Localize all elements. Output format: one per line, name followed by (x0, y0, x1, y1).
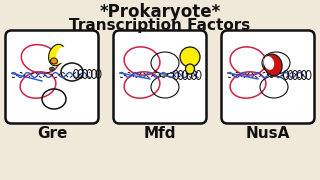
Ellipse shape (49, 44, 65, 66)
Ellipse shape (51, 58, 58, 64)
Ellipse shape (264, 56, 274, 70)
Ellipse shape (56, 47, 68, 63)
Ellipse shape (50, 67, 54, 71)
Ellipse shape (186, 64, 195, 74)
Text: *Prokaryote*: *Prokaryote* (100, 3, 220, 21)
Text: NusA: NusA (246, 126, 290, 141)
Ellipse shape (264, 54, 282, 76)
Text: Gre: Gre (37, 126, 67, 141)
FancyBboxPatch shape (114, 30, 206, 123)
FancyBboxPatch shape (221, 30, 315, 123)
Text: Mfd: Mfd (144, 126, 176, 141)
FancyBboxPatch shape (5, 30, 99, 123)
Circle shape (180, 47, 200, 67)
Text: Transcription Factors: Transcription Factors (69, 17, 251, 33)
